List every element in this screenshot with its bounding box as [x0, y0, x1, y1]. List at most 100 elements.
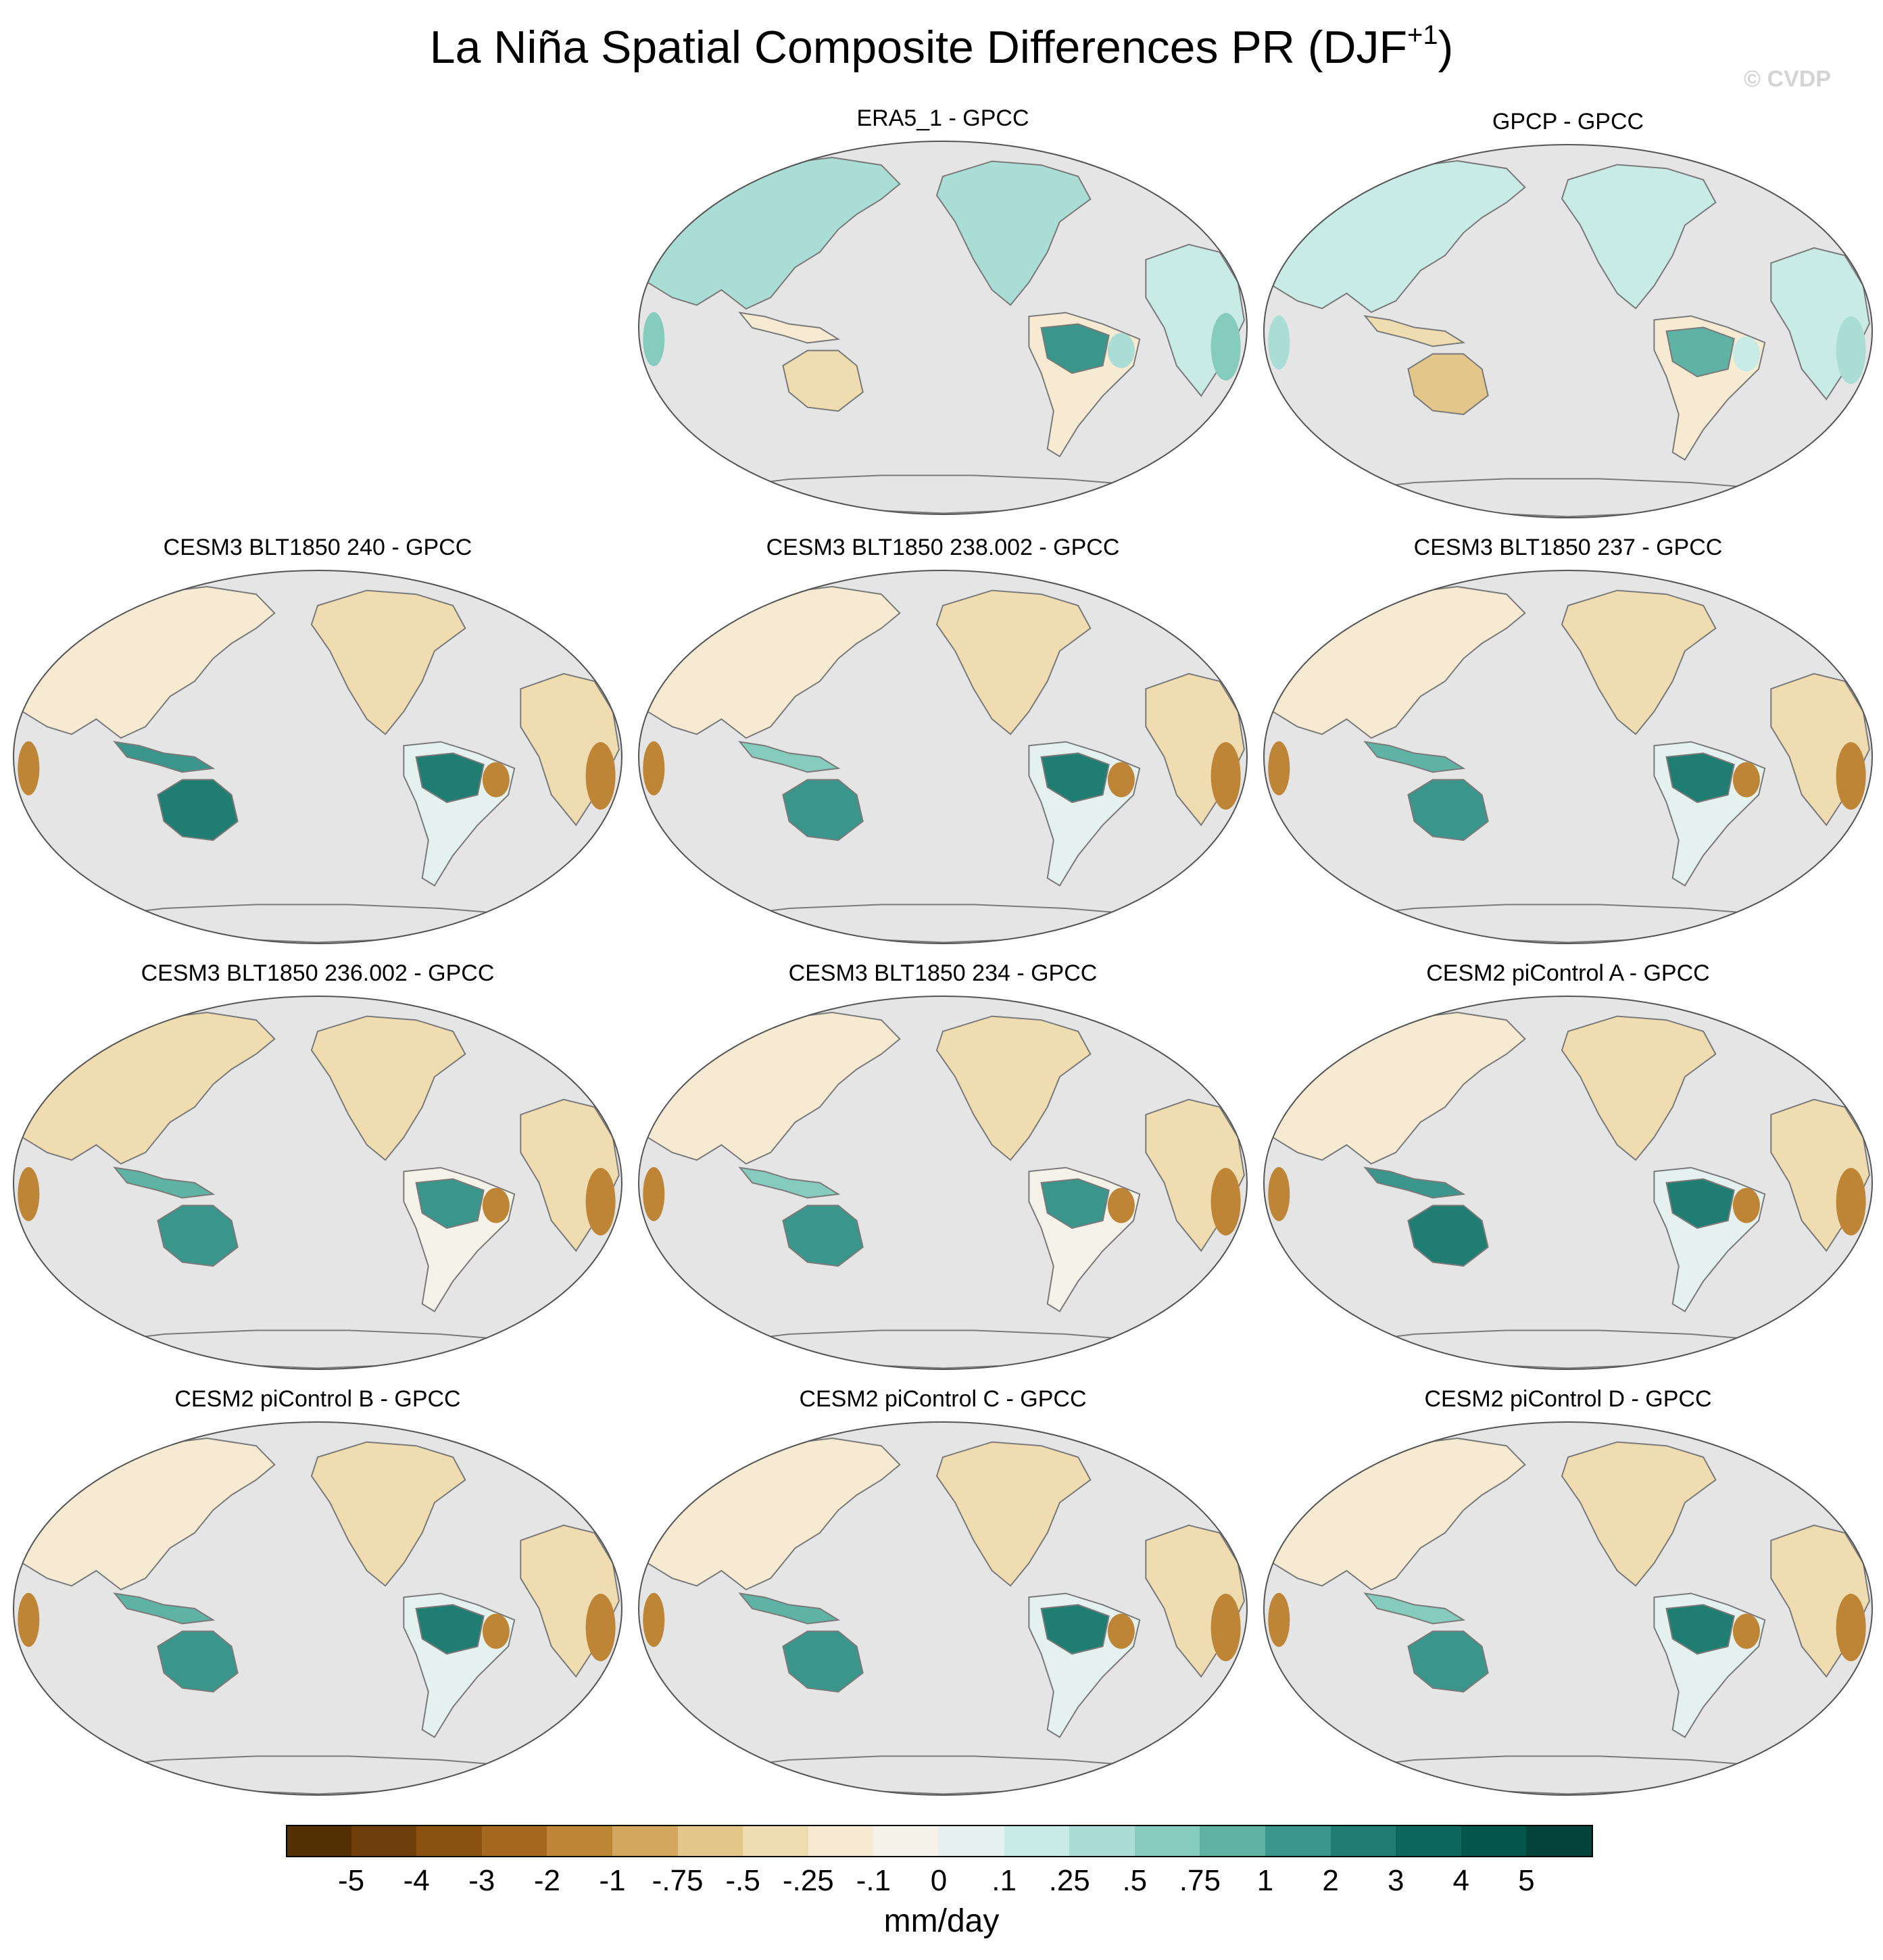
colorbar-swatch	[743, 1825, 809, 1856]
continent-amazon	[415, 752, 485, 804]
map-frame	[638, 570, 1248, 944]
continent-amazon	[1040, 323, 1110, 374]
anomaly-west-edge	[643, 741, 665, 795]
continent-antarctica	[71, 1329, 535, 1369]
continent-australia	[1407, 1204, 1489, 1267]
anomaly-east-africa	[1836, 1594, 1866, 1661]
colorbar-tick-label: 2	[1322, 1864, 1339, 1897]
map-panel: CESM3 BLT1850 234 - GPCC	[635, 960, 1250, 1370]
anomaly-west-edge	[18, 1592, 40, 1647]
anomaly-west-edge	[1268, 1592, 1290, 1647]
colorbar-tick-label: 5	[1518, 1864, 1535, 1897]
map-frame	[638, 1421, 1248, 1796]
colorbar-swatch	[547, 1825, 613, 1856]
anomaly-west-edge	[1268, 741, 1290, 795]
colorbar-swatch	[286, 1825, 352, 1856]
robinson-map	[638, 570, 1248, 944]
colorbar-labels: -5 -4 -3 -2 -1 -.75 -.5 -.25 -.1 0 .1 .25 .5 .75 1 2 3 4 5	[286, 1864, 1592, 1905]
colorbar-tick-label: 3	[1387, 1864, 1404, 1897]
map-panel: CESM2 piControl D - GPCC	[1261, 1386, 1876, 1796]
continent-namerica	[935, 1015, 1092, 1161]
figure-title: La Niña Spatial Composite Differences PR…	[0, 20, 1883, 74]
continent-australia	[1407, 779, 1489, 841]
colorbar-swatch	[808, 1825, 874, 1856]
colorbar-tick-label: -4	[403, 1864, 430, 1897]
anomaly-east-africa	[585, 742, 616, 810]
continent-seasia	[738, 1592, 841, 1625]
colorbar-tick-label: 0	[930, 1864, 948, 1897]
anomaly-east-africa	[1210, 742, 1241, 810]
continent-namerica	[310, 1015, 466, 1161]
continent-seasia	[738, 1167, 841, 1199]
colorbar-tick-label: -.75	[652, 1864, 704, 1897]
map-panel: CESM3 BLT1850 236.002 - GPCC	[10, 960, 625, 1370]
anomaly-east-africa	[1836, 742, 1866, 810]
continent-australia	[1407, 1630, 1489, 1693]
continent-namerica	[1561, 1015, 1717, 1161]
map-frame	[638, 996, 1248, 1370]
anomaly-northeast-brazil	[482, 1613, 510, 1649]
continent-seasia	[738, 312, 841, 344]
robinson-map	[638, 996, 1248, 1370]
anomaly-northeast-brazil	[1107, 333, 1135, 368]
anomaly-northeast-brazil	[482, 1187, 510, 1223]
robinson-map	[13, 570, 622, 944]
map-panel: CESM3 BLT1850 240 - GPCC	[10, 534, 625, 944]
continent-antarctica	[71, 904, 535, 944]
map-frame	[1263, 1421, 1873, 1796]
continent-seasia	[1363, 741, 1466, 773]
anomaly-northeast-brazil	[1732, 336, 1760, 372]
panel-title: ERA5_1 - GPCC	[856, 105, 1029, 131]
continent-antarctica	[696, 904, 1160, 944]
anomaly-northeast-brazil	[1732, 1187, 1760, 1223]
continent-amazon	[1665, 1178, 1735, 1229]
colorbar-tick-label: .5	[1122, 1864, 1148, 1897]
colorbar-swatch	[1200, 1825, 1266, 1856]
continent-namerica	[310, 1441, 466, 1587]
map-panel: CESM2 piControl C - GPCC	[635, 1386, 1250, 1796]
continent-seasia	[113, 741, 216, 773]
robinson-map	[1263, 1421, 1873, 1796]
anomaly-west-edge	[1268, 315, 1290, 370]
anomaly-northeast-brazil	[1732, 1613, 1760, 1649]
panel-title: CESM3 BLT1850 234 - GPCC	[788, 960, 1098, 986]
colorbar-tick-label: -3	[468, 1864, 495, 1897]
continent-australia	[157, 1204, 239, 1267]
robinson-map	[13, 1421, 622, 1796]
continent-amazon	[1040, 1604, 1110, 1655]
continent-seasia	[113, 1592, 216, 1625]
map-panel: GPCP - GPCC	[1261, 108, 1876, 518]
continent-namerica	[1561, 589, 1717, 735]
anomaly-west-edge	[643, 1592, 665, 1647]
continent-antarctica	[1321, 478, 1786, 518]
continent-australia	[782, 1204, 864, 1267]
robinson-map	[638, 141, 1248, 515]
continent-seasia	[1363, 1167, 1466, 1199]
colorbar-tick-label: -2	[533, 1864, 560, 1897]
anomaly-east-africa	[1210, 1168, 1241, 1235]
continent-namerica	[935, 1441, 1092, 1587]
continent-australia	[157, 1630, 239, 1693]
colorbar-swatch	[1134, 1825, 1200, 1856]
colorbar-swatch	[612, 1825, 679, 1856]
anomaly-east-africa	[585, 1168, 616, 1235]
panel-title: CESM2 piControl A - GPCC	[1426, 960, 1710, 986]
continent-namerica	[310, 589, 466, 735]
anomaly-east-africa	[1836, 1168, 1866, 1235]
colorbar-swatch	[1396, 1825, 1462, 1856]
panel-title: CESM3 BLT1850 240 - GPCC	[163, 535, 472, 560]
continent-namerica	[935, 160, 1092, 306]
title-text: La Niña Spatial Composite Differences PR…	[429, 22, 1407, 73]
colorbar-tick-label: -1	[599, 1864, 626, 1897]
continent-australia	[782, 779, 864, 841]
title-close: )	[1438, 22, 1454, 73]
title-superscript: +1	[1407, 20, 1438, 50]
anomaly-northeast-brazil	[1107, 762, 1135, 798]
continent-amazon	[415, 1178, 485, 1229]
watermark: © CVDP	[1744, 66, 1831, 92]
robinson-map	[1263, 144, 1873, 518]
continent-seasia	[1363, 315, 1466, 347]
map-panel: CESM2 piControl B - GPCC	[10, 1386, 625, 1796]
colorbar-units: mm/day	[883, 1903, 1000, 1939]
map-frame	[13, 996, 622, 1370]
